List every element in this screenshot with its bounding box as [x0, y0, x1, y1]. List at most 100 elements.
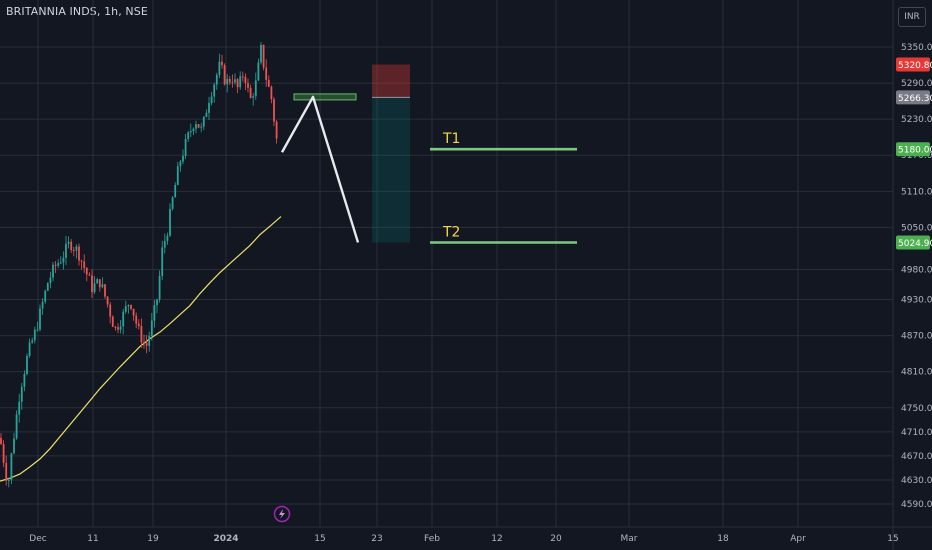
price-tick-label: 5050.00 — [901, 223, 932, 233]
candle-body — [174, 184, 177, 198]
profit-zone — [372, 97, 410, 243]
candle-body — [223, 65, 226, 85]
price-badge-label: 5180.00 — [898, 146, 932, 156]
candle-body — [75, 246, 78, 251]
candle-body — [273, 99, 275, 122]
time-tick-label: 15 — [887, 534, 898, 544]
candle-body — [195, 124, 197, 129]
candle-body — [163, 240, 166, 248]
moving-average-layer — [0, 216, 282, 482]
candle-body — [119, 326, 122, 330]
candle-body — [109, 304, 112, 317]
price-tick-label: 4810.00 — [901, 368, 932, 378]
candle-body — [187, 132, 190, 140]
time-tick-label: 2024 — [213, 534, 238, 544]
candle-body — [236, 79, 239, 88]
time-tick-label: 23 — [371, 534, 382, 544]
target-label-t1: T1 — [442, 131, 460, 147]
candle-body — [143, 342, 145, 344]
lightning-icon — [279, 509, 285, 519]
event-marker[interactable] — [273, 505, 291, 523]
time-tick-label: Apr — [790, 534, 806, 544]
candle-body — [59, 262, 62, 264]
candle-body — [10, 453, 13, 480]
chart-title: BRITANNIA INDS, 1h, NSE — [6, 5, 148, 18]
currency-unit-button[interactable]: INR — [898, 7, 926, 27]
candle-body — [26, 355, 28, 375]
candle-body — [221, 61, 223, 66]
candle-body — [83, 261, 86, 269]
time-tick-label: 18 — [717, 534, 729, 544]
price-tick-label: 5170.00 — [901, 151, 932, 161]
candle-body — [44, 290, 47, 302]
candle-body — [36, 329, 39, 331]
time-tick-label: 12 — [491, 534, 502, 544]
candle-body — [31, 340, 34, 343]
candle-body — [96, 279, 99, 284]
candle-body — [65, 243, 67, 258]
candle-body — [28, 342, 31, 356]
candle-body — [72, 250, 75, 252]
price-tick-label: 4590.00 — [901, 500, 932, 510]
candle-body — [78, 246, 80, 261]
price-tick-label: 4930.00 — [901, 296, 932, 306]
candle-body — [247, 83, 249, 88]
candle-body — [215, 74, 218, 85]
price-badge — [896, 90, 930, 105]
candle-body — [137, 323, 140, 327]
candle-body — [244, 76, 247, 84]
candle-body — [85, 268, 88, 275]
price-tick-label: 5110.00 — [901, 187, 932, 197]
candle-body — [158, 275, 161, 300]
candle-body — [15, 414, 18, 439]
price-badge-label: 5320.80 — [898, 61, 932, 71]
candle-body — [148, 335, 151, 346]
price-badge-label: 5266.30 — [898, 94, 932, 104]
stop-loss-zone — [372, 64, 410, 98]
entry-zone — [293, 93, 357, 101]
price-badge — [896, 57, 930, 72]
candle-body — [93, 283, 96, 293]
candle-body — [135, 315, 138, 324]
candle-body — [213, 84, 216, 97]
candle-body — [54, 264, 57, 266]
candle-body — [171, 197, 174, 209]
candle-body — [265, 67, 268, 80]
time-tick-label: Feb — [424, 534, 440, 544]
candle-body — [156, 299, 158, 306]
candle-body — [130, 305, 132, 309]
candle-body — [150, 320, 153, 336]
candle-body — [0, 437, 2, 444]
candle-body — [33, 329, 36, 341]
candles-layer — [0, 41, 278, 488]
price-axis: 5350.00 5290.00 5230.00 5170.00 5110.00 5050.… — [896, 43, 932, 510]
candle-body — [189, 131, 192, 133]
candle-body — [140, 326, 143, 343]
candle-body — [145, 343, 148, 346]
candle-body — [67, 241, 70, 244]
projection-path — [280, 95, 360, 243]
price-badge-label: 5024.90 — [898, 239, 932, 249]
time-tick-label: Mar — [621, 534, 638, 544]
candle-body — [46, 282, 49, 291]
candle-body — [98, 279, 101, 288]
candle-body — [7, 479, 10, 481]
time-tick-label: 19 — [147, 534, 159, 544]
candle-body — [169, 208, 171, 236]
candle-body — [104, 284, 106, 297]
price-tick-label: 5230.00 — [901, 115, 932, 125]
candle-body — [23, 374, 26, 387]
candle-body — [267, 79, 270, 87]
price-tick-label: 5290.00 — [901, 79, 932, 89]
candle-body — [52, 264, 54, 278]
price-tick-label: 4630.00 — [901, 476, 932, 486]
target-label-t2: T2 — [442, 224, 460, 240]
candle-body — [200, 126, 203, 128]
candle-body — [106, 296, 109, 305]
candle-body — [202, 116, 205, 127]
candle-body — [239, 76, 242, 88]
candle-body — [228, 78, 231, 83]
candle-body — [2, 443, 5, 463]
